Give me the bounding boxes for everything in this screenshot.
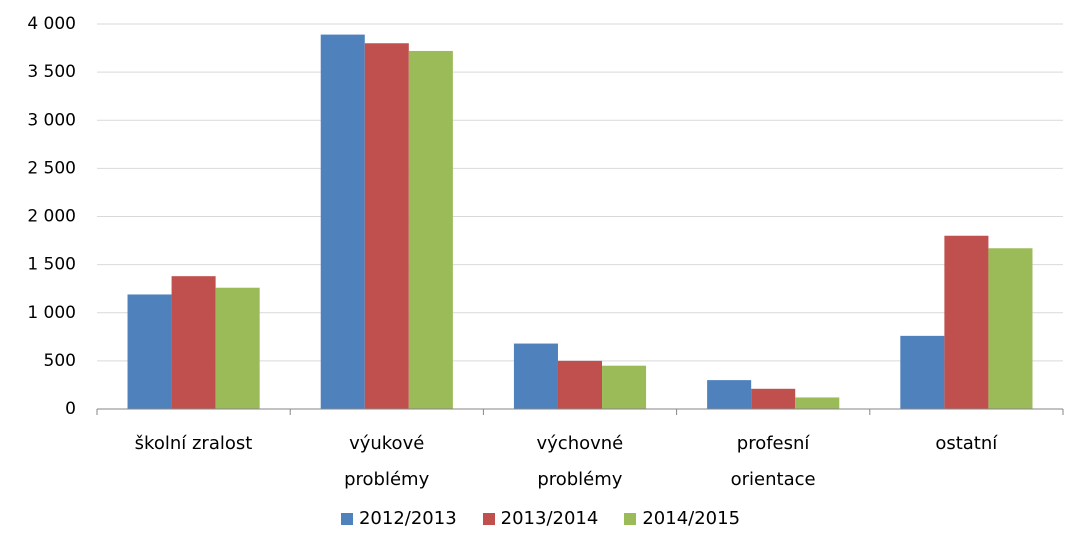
bar	[795, 397, 840, 409]
legend-swatch	[624, 512, 637, 525]
bar	[364, 43, 409, 409]
bar	[900, 335, 945, 409]
x-tick-label: profesní orientace	[730, 433, 816, 490]
legend-label: 2014/2015	[642, 508, 741, 529]
y-tick-label: 3 500	[27, 62, 76, 82]
y-tick-label: 4 000	[27, 14, 76, 34]
bar	[127, 294, 172, 409]
bar	[602, 365, 647, 409]
y-tick-label: 500	[44, 351, 76, 371]
x-tick-label: výukové problémy	[344, 433, 430, 490]
bar	[171, 276, 216, 409]
y-tick-label: 1 500	[27, 255, 76, 275]
y-tick-label: 3 000	[27, 110, 76, 130]
legend-item: 2013/2014	[482, 508, 599, 529]
legend-swatch	[482, 512, 495, 525]
bar	[751, 388, 796, 409]
bar	[408, 50, 453, 409]
legend: 2012/2013 2013/2014 2014/2015	[0, 508, 1081, 529]
legend-item: 2012/2013	[340, 508, 457, 529]
legend-item: 2014/2015	[624, 508, 740, 529]
legend-label: 2013/2014	[500, 508, 599, 529]
bar	[320, 34, 365, 410]
bar	[215, 287, 260, 409]
bar	[557, 360, 603, 409]
x-tick-label: ostatní	[935, 433, 998, 454]
bar	[707, 380, 752, 409]
y-tick-label: 0	[65, 399, 76, 419]
y-tick-label: 2 500	[27, 158, 76, 178]
bar	[513, 343, 558, 409]
y-tick-label: 1 000	[27, 303, 76, 323]
legend-swatch	[340, 512, 353, 525]
x-tick-label: výchovné problémy	[536, 433, 624, 490]
x-tick-label: školní zralost	[134, 433, 253, 454]
bar	[988, 248, 1033, 409]
y-tick-label: 2 000	[27, 207, 76, 227]
bar	[944, 235, 989, 409]
legend-label: 2012/2013	[358, 508, 457, 529]
